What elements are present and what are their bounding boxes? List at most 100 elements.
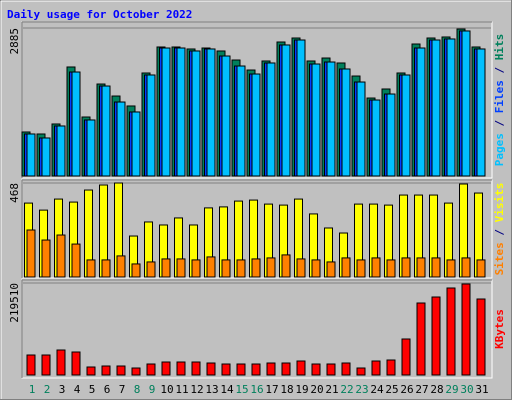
bar — [371, 257, 381, 278]
x-tick-label: 24 — [370, 383, 384, 396]
bar — [401, 74, 411, 177]
legend: Sites / Visits — [493, 183, 506, 276]
chart-title: Daily usage for October 2022 — [7, 8, 192, 21]
legend-entry: KBytes — [493, 309, 506, 349]
x-tick-label: 3 — [59, 383, 66, 396]
bar — [476, 259, 486, 278]
bar — [296, 39, 306, 177]
bar — [236, 363, 246, 376]
bar — [431, 39, 441, 177]
bar — [146, 74, 156, 177]
x-tick-label: 14 — [220, 383, 234, 396]
bar — [101, 259, 111, 278]
x-tick-label: 23 — [355, 383, 368, 396]
bar — [341, 257, 351, 278]
legend-entry: Hits — [493, 34, 506, 61]
bar — [296, 258, 306, 278]
x-tick-label: 11 — [175, 383, 188, 396]
bar — [386, 359, 396, 376]
x-tick-label: 17 — [265, 383, 278, 396]
x-tick-label: 12 — [190, 383, 203, 396]
x-tick-label: 22 — [340, 383, 353, 396]
y-tick-label: 219510 — [8, 283, 21, 323]
x-tick-label: 28 — [430, 383, 443, 396]
bar — [161, 361, 171, 376]
legend-entry: Pages — [493, 133, 506, 166]
x-tick-label: 7 — [119, 383, 126, 396]
bar — [401, 338, 411, 376]
bar — [146, 363, 156, 376]
x-tick-label: 30 — [460, 383, 473, 396]
legend-separator: / — [493, 222, 506, 242]
bar — [356, 81, 366, 177]
bar — [476, 298, 486, 376]
x-tick-label: 20 — [310, 383, 323, 396]
y-tick-label: 2885 — [8, 28, 21, 55]
x-tick-label: 25 — [385, 383, 398, 396]
bar — [56, 125, 66, 177]
bar — [41, 239, 51, 278]
bar — [191, 361, 201, 376]
bar — [326, 261, 336, 278]
bar — [116, 365, 126, 376]
bar — [476, 48, 486, 177]
x-tick-label: 1 — [29, 383, 36, 396]
bar — [326, 363, 336, 376]
bar — [266, 257, 276, 278]
bar — [416, 47, 426, 177]
bar — [206, 48, 216, 177]
bar — [236, 65, 246, 177]
bar — [221, 363, 231, 376]
x-tick-label: 19 — [295, 383, 308, 396]
legend: KBytes — [493, 309, 506, 349]
bar — [251, 73, 261, 177]
bar — [386, 259, 396, 278]
bar — [206, 362, 216, 376]
legend-entry: Visits — [493, 183, 506, 223]
bar — [86, 366, 96, 376]
bar — [356, 367, 366, 376]
bar — [206, 256, 216, 278]
bar — [311, 363, 321, 376]
bar — [161, 47, 171, 177]
bar — [461, 257, 471, 278]
bar — [251, 363, 261, 376]
bar — [311, 259, 321, 278]
bar — [56, 234, 66, 278]
bar — [401, 257, 411, 278]
bar — [281, 254, 291, 278]
bar — [101, 85, 111, 177]
legend-entry: Files — [493, 80, 506, 113]
bar — [26, 354, 36, 376]
bar — [446, 259, 456, 278]
bar — [116, 255, 126, 278]
x-tick-label: 8 — [134, 383, 141, 396]
x-tick-label: 21 — [325, 383, 338, 396]
x-tick-label: 13 — [205, 383, 218, 396]
bar — [86, 119, 96, 177]
bar — [191, 259, 201, 278]
bar — [146, 261, 156, 278]
bar — [191, 50, 201, 177]
bar — [41, 354, 51, 376]
bar — [446, 287, 456, 376]
legend: Pages / Files / Hits — [493, 34, 506, 167]
x-tick-label: 27 — [415, 383, 428, 396]
bar — [176, 361, 186, 376]
legend-separator: / — [493, 113, 506, 133]
bar — [461, 283, 471, 376]
bar — [86, 259, 96, 278]
legend-separator: / — [493, 60, 506, 80]
bar — [41, 137, 51, 177]
bar — [56, 349, 66, 376]
x-tick-label: 4 — [74, 383, 81, 396]
bar — [431, 296, 441, 376]
bar — [101, 365, 111, 376]
bar — [161, 258, 171, 278]
bar — [266, 362, 276, 376]
bar — [251, 258, 261, 278]
bar — [26, 229, 36, 278]
bar — [236, 259, 246, 278]
x-tick-label: 15 — [235, 383, 248, 396]
